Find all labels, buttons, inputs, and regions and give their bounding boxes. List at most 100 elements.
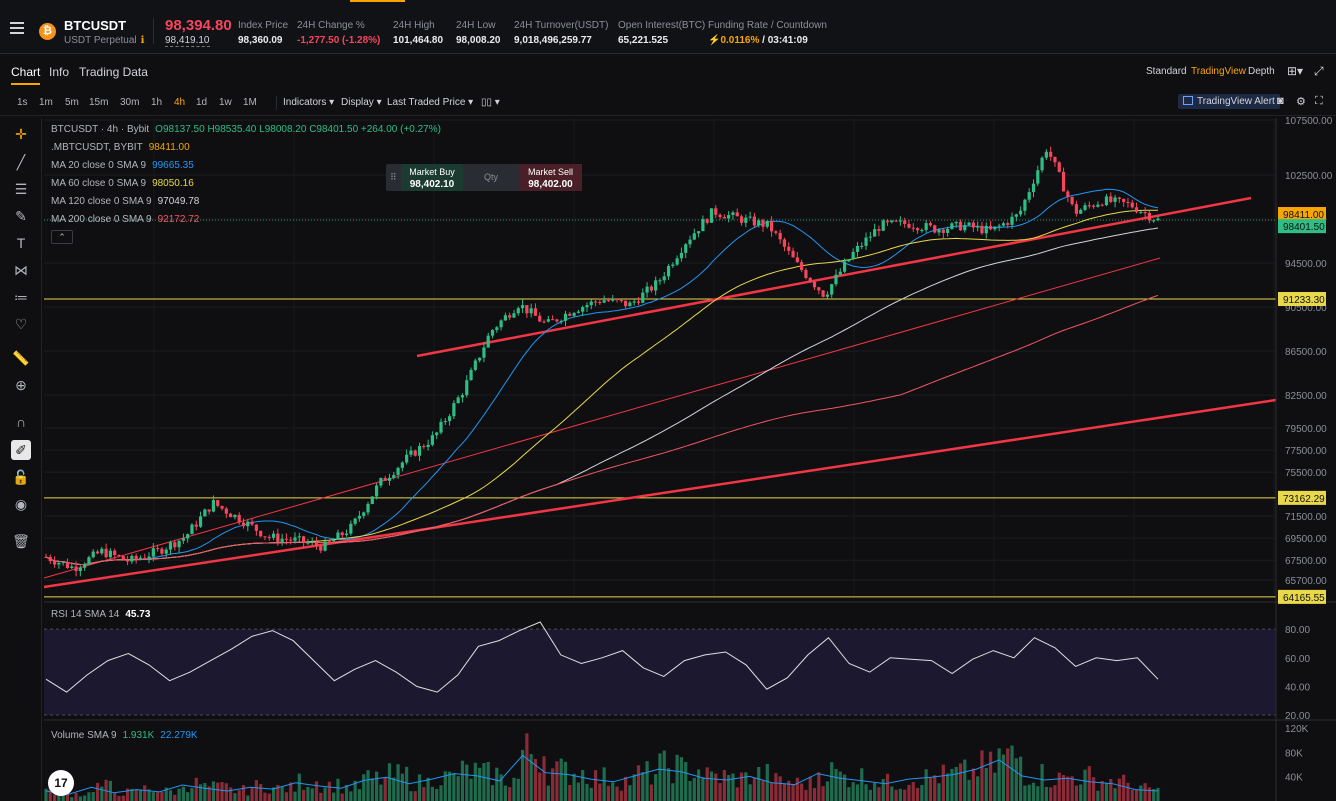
trash-icon[interactable]: 🗑 — [12, 533, 30, 549]
candle-body — [181, 538, 185, 541]
lock-drawing-icon[interactable]: ✐ — [11, 440, 31, 460]
timeframe-1w[interactable]: 1w — [219, 97, 232, 108]
candle-type-dropdown[interactable]: ▯▯ ▾ — [481, 97, 500, 108]
ma200-line — [45, 294, 1159, 565]
volume-bar — [121, 795, 125, 801]
stat-label: 24H Turnover(USDT) — [514, 20, 609, 31]
measure-lines-icon[interactable]: ≔ — [14, 289, 28, 305]
market-sell-button[interactable]: Market Sell 98,402.00 — [519, 164, 582, 191]
candle-body — [276, 533, 280, 542]
brush-icon[interactable]: ✎ — [15, 208, 27, 224]
eye-icon[interactable]: ◉ — [14, 496, 28, 512]
menu-icon[interactable] — [10, 22, 24, 34]
timeframe-1M[interactable]: 1M — [243, 97, 257, 108]
volume-bar — [1100, 780, 1104, 801]
fullscreen-chart-icon[interactable]: ⛶ — [1315, 95, 1323, 107]
crosshair-icon[interactable]: ✛ — [15, 126, 27, 142]
tab-chart[interactable]: Chart — [11, 65, 41, 85]
indicators-dropdown[interactable]: Indicators ▾ — [283, 97, 335, 108]
trend-line-icon[interactable]: ╱ — [16, 154, 26, 170]
view-standard[interactable]: Standard — [1146, 66, 1187, 77]
timeframe-15m[interactable]: 15m — [89, 97, 109, 108]
candle-body — [160, 548, 164, 554]
candle-body — [1156, 218, 1160, 221]
timeframe-30m[interactable]: 30m — [120, 97, 140, 108]
volume-bar — [606, 785, 611, 801]
volume-tick-label: 80K — [1285, 748, 1303, 759]
zoom-icon[interactable]: ⊕ — [15, 377, 27, 393]
candle-body — [1147, 212, 1152, 221]
candle-body — [357, 515, 362, 519]
buy-label: Market Buy — [409, 167, 455, 177]
candle-body — [246, 521, 250, 527]
candle-body — [168, 542, 173, 550]
candle-body — [624, 300, 628, 307]
volume-bar — [636, 765, 641, 801]
price-type-dropdown[interactable]: Last Traded Price ▾ — [387, 97, 474, 108]
display-dropdown[interactable]: Display ▾ — [341, 97, 382, 108]
lock-icon[interactable]: 🔓 — [12, 469, 30, 485]
qty-input[interactable]: Qty — [483, 172, 498, 182]
rsi-band — [44, 629, 1276, 715]
magnet-icon[interactable]: ∩ — [15, 414, 27, 430]
volume-bar — [688, 780, 692, 801]
volume-bar — [1001, 754, 1006, 801]
candle-body — [1104, 196, 1109, 206]
text-icon[interactable]: T — [16, 235, 26, 251]
tab-trading-data[interactable]: Trading Data — [79, 65, 148, 79]
candle-body — [486, 335, 490, 348]
candle-body — [194, 524, 198, 527]
volume-bar — [469, 778, 473, 801]
volume-bar — [529, 754, 533, 801]
volume-bar — [400, 773, 404, 801]
settings-icon[interactable]: ⚙ — [1296, 96, 1306, 108]
candle-body — [469, 369, 473, 381]
pattern-icon[interactable]: ⋈ — [14, 262, 28, 278]
volume-bar — [379, 784, 383, 801]
volume-bar — [1040, 764, 1044, 801]
volume-bar — [186, 792, 190, 801]
volume-bar — [800, 783, 804, 801]
volume-bar — [993, 772, 997, 801]
timeframe-1m[interactable]: 1m — [39, 97, 53, 108]
fullscreen-icon[interactable]: ⤢ — [1314, 64, 1324, 78]
layout-grid-icon[interactable]: ⊞▾ — [1287, 64, 1304, 78]
volume-bar — [898, 788, 902, 801]
tradingview-alert-button[interactable]: TradingView Alert — [1178, 94, 1280, 109]
timeframe-1d[interactable]: 1d — [196, 97, 208, 108]
view-depth[interactable]: Depth — [1248, 66, 1275, 77]
drag-handle-icon[interactable]: ⠿ — [390, 172, 397, 182]
volume-bar — [984, 768, 988, 801]
candle-body — [100, 548, 104, 554]
legend-symbol: BTCUSDT · 4h · Bybit O98137.50 H98535.40 … — [51, 124, 441, 135]
volume-bar — [516, 778, 520, 801]
market-buy-button[interactable]: Market Buy 98,402.10 — [401, 164, 463, 191]
camera-icon[interactable]: ◙ — [1277, 95, 1284, 107]
candle-body — [1134, 207, 1139, 213]
symbol-name[interactable]: BTCUSDT — [64, 18, 127, 33]
view-tradingview[interactable]: TradingView — [1191, 66, 1247, 77]
info-icon[interactable]: ℹ — [140, 35, 145, 46]
volume-bar — [65, 789, 70, 801]
timeframe-4h[interactable]: 4h — [174, 97, 186, 108]
tab-info[interactable]: Info — [49, 65, 70, 79]
timeframe-1h[interactable]: 1h — [151, 97, 163, 108]
volume-bar — [997, 748, 1001, 801]
candle-body — [306, 542, 310, 544]
volume-bar — [1070, 776, 1074, 801]
candle-body — [533, 308, 538, 316]
collapse-legend-button[interactable]: ⌃ — [51, 230, 73, 244]
favorite-heart-icon[interactable]: ♡ — [14, 316, 28, 332]
volume-bar — [417, 774, 422, 801]
volume-bar — [988, 751, 993, 801]
funding-rate-value: ⚡0.0116% — [708, 35, 760, 46]
candle-body — [259, 530, 263, 537]
volume-bar — [937, 783, 941, 801]
volume-bar — [1143, 783, 1147, 801]
ruler-icon[interactable]: 📏 — [12, 350, 30, 366]
horizontal-lines-icon[interactable]: ☰ — [14, 181, 28, 197]
timeframe-5m[interactable]: 5m — [65, 97, 79, 108]
volume-bar — [134, 789, 138, 801]
timeframe-1s[interactable]: 1s — [17, 97, 28, 108]
